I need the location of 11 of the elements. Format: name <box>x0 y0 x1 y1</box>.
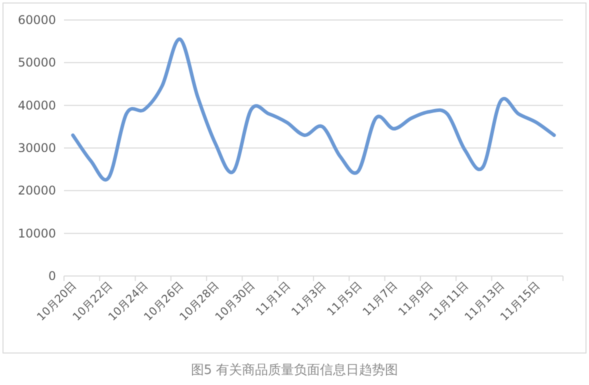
y-tick-label: 20000 <box>18 184 56 198</box>
x-tick-label: 11月1日 <box>253 278 293 319</box>
caption: 图5 有关商品质量负面信息日趋势图 <box>190 363 398 378</box>
y-tick-label: 50000 <box>18 56 56 70</box>
y-tick-label: 60000 <box>18 13 56 27</box>
y-tick-label: 30000 <box>18 141 56 155</box>
line-series <box>71 37 556 180</box>
y-tick-label: 10000 <box>18 226 56 240</box>
y-tick-label: 40000 <box>18 98 56 112</box>
y-tick-label: 0 <box>48 269 56 283</box>
x-tick-label: 11月7日 <box>360 278 400 319</box>
